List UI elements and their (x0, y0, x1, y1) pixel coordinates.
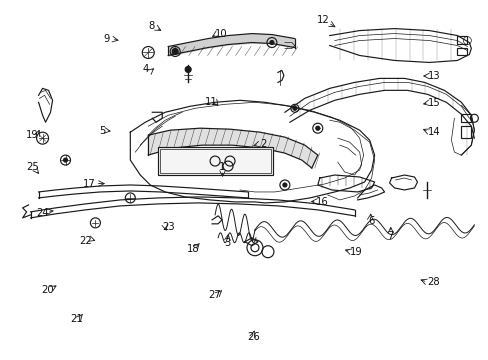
Text: 11: 11 (204, 97, 217, 107)
Bar (160, 149, 270, 173)
Circle shape (172, 49, 178, 54)
Bar (158, 147, 272, 175)
Text: 21: 21 (70, 314, 82, 324)
Text: 5: 5 (99, 126, 105, 135)
Bar (461, 114, 470, 122)
Circle shape (292, 106, 296, 110)
Text: 19: 19 (26, 130, 39, 140)
Text: 18: 18 (186, 244, 199, 254)
Text: 1: 1 (219, 162, 225, 172)
Text: 22: 22 (80, 236, 92, 246)
Text: 14: 14 (427, 127, 440, 136)
Ellipse shape (171, 155, 179, 167)
Circle shape (185, 67, 191, 72)
Text: 7: 7 (387, 231, 393, 240)
Text: 16: 16 (316, 197, 328, 207)
Text: 24: 24 (36, 208, 48, 218)
Text: 13: 13 (427, 71, 440, 81)
Circle shape (63, 158, 67, 162)
Text: 15: 15 (427, 98, 440, 108)
Text: 27: 27 (207, 291, 220, 301)
Text: 19: 19 (349, 247, 362, 257)
Text: 3: 3 (224, 238, 230, 248)
Circle shape (315, 126, 319, 130)
Text: 2: 2 (259, 139, 265, 149)
Text: 20: 20 (41, 285, 54, 296)
Text: 4: 4 (142, 64, 149, 74)
Text: 9: 9 (103, 34, 110, 44)
Text: 23: 23 (163, 222, 175, 232)
Circle shape (283, 183, 286, 187)
Text: 10: 10 (214, 29, 227, 39)
Text: 26: 26 (246, 332, 259, 342)
Polygon shape (148, 128, 317, 168)
Text: 17: 17 (83, 179, 96, 189)
Text: 28: 28 (427, 277, 439, 287)
Circle shape (269, 41, 273, 45)
Text: 12: 12 (317, 15, 329, 26)
Bar (456, 36, 467, 44)
Bar (461, 126, 470, 138)
Text: 6: 6 (367, 216, 374, 226)
Bar (456, 48, 467, 55)
Text: 8: 8 (148, 21, 155, 31)
Text: 25: 25 (26, 162, 39, 172)
